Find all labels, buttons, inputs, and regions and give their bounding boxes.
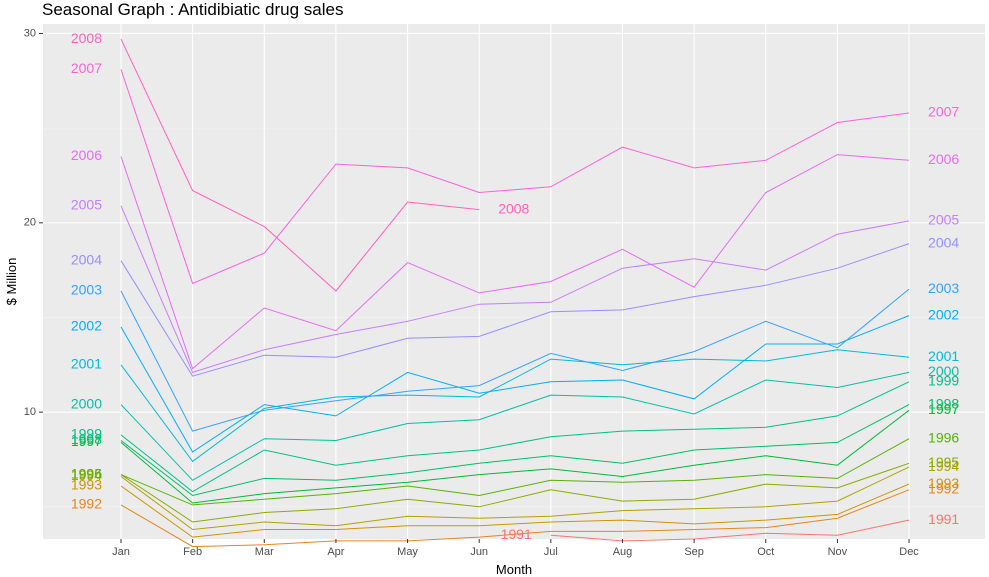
x-tick-label: Jul	[544, 546, 558, 558]
start-label-2002: 2002	[71, 318, 102, 334]
series-line-1997	[120, 409, 910, 504]
series-line-1994	[120, 466, 910, 531]
series-line-2006	[120, 154, 910, 370]
x-tick-label: Jun	[470, 546, 488, 558]
end-label-1994: 1994	[928, 458, 959, 474]
series-line-2008	[120, 38, 480, 292]
start-label-1996: 1996	[71, 465, 102, 481]
start-label-1993: 1993	[71, 477, 102, 493]
start-label-2000: 2000	[71, 395, 102, 411]
chart-title: Seasonal Graph : Antidibiatic drug sales	[42, 0, 344, 19]
x-tick-label: Oct	[757, 546, 774, 558]
x-tick-label: Apr	[327, 546, 344, 558]
start-label-2001: 2001	[71, 356, 102, 372]
inline-label-2008: 2008	[498, 200, 529, 216]
start-label-1994: 1994	[71, 467, 102, 483]
grid-minor	[43, 127, 985, 508]
end-label-2004: 2004	[928, 234, 959, 250]
start-label-2008: 2008	[71, 30, 102, 46]
series-line-2007	[120, 69, 910, 285]
x-axis: Jan Feb Mar Apr May Jun Jul Aug Sep Oct Nov Dec	[112, 539, 919, 558]
start-label-2004: 2004	[71, 251, 102, 267]
end-label-1995: 1995	[928, 454, 959, 470]
inline-label-1991: 1991	[501, 526, 532, 542]
series-line-2002	[120, 315, 910, 453]
x-tick-label: Jan	[112, 546, 130, 558]
series-line-1992	[120, 489, 910, 548]
x-tick-label: Feb	[183, 546, 202, 558]
end-label-1997: 1997	[928, 401, 959, 417]
y-tick-label: 10	[24, 406, 36, 418]
end-label-2000: 2000	[928, 363, 959, 379]
start-label-1997: 1997	[71, 433, 102, 449]
start-label-2007: 2007	[71, 60, 102, 76]
start-label-1992: 1992	[71, 496, 102, 512]
series-line-2000	[120, 371, 910, 481]
x-tick-label: Mar	[255, 546, 274, 558]
x-tick-label: Nov	[828, 546, 848, 558]
end-label-1999: 1999	[928, 373, 959, 389]
end-label-1992: 1992	[928, 480, 959, 496]
x-axis-title: Month	[496, 562, 532, 577]
end-label-2003: 2003	[928, 280, 959, 296]
year-labels: 1992199319941995199619971998199920002001…	[71, 30, 960, 542]
series-line-1991	[550, 519, 910, 542]
series-line-1999	[120, 381, 910, 493]
end-label-2001: 2001	[928, 348, 959, 364]
series-lines	[120, 38, 910, 548]
start-label-2005: 2005	[71, 196, 102, 212]
series-line-2003	[120, 288, 910, 432]
start-label-1999: 1999	[71, 426, 102, 442]
end-label-2006: 2006	[928, 151, 959, 167]
series-line-1996	[120, 438, 910, 506]
series-line-2004	[120, 243, 910, 377]
end-label-1993: 1993	[928, 475, 959, 491]
x-tick-label: Aug	[613, 546, 633, 558]
x-tick-label: Sep	[684, 546, 704, 558]
y-axis-title: $ Million	[4, 258, 19, 306]
start-label-1995: 1995	[71, 465, 102, 481]
y-tick-label: 20	[24, 217, 36, 229]
x-tick-label: May	[397, 546, 418, 558]
y-tick-label: 30	[24, 27, 36, 39]
start-label-2003: 2003	[71, 282, 102, 298]
series-line-2005	[120, 205, 910, 374]
series-line-1998	[120, 404, 910, 497]
series-line-1995	[120, 462, 910, 523]
end-label-2002: 2002	[928, 306, 959, 322]
end-label-2005: 2005	[928, 212, 959, 228]
plot-panel	[43, 24, 985, 539]
end-label-1991: 1991	[928, 511, 959, 527]
end-label-1996: 1996	[928, 429, 959, 445]
start-label-1998: 1998	[71, 431, 102, 447]
start-label-2006: 2006	[71, 147, 102, 163]
y-axis: 10 20 30	[24, 27, 43, 418]
series-line-1993	[120, 483, 910, 538]
series-line-2001	[120, 349, 910, 463]
end-label-1998: 1998	[928, 395, 959, 411]
end-label-2007: 2007	[928, 104, 959, 120]
grid-major	[43, 24, 985, 539]
x-tick-label: Dec	[899, 546, 919, 558]
